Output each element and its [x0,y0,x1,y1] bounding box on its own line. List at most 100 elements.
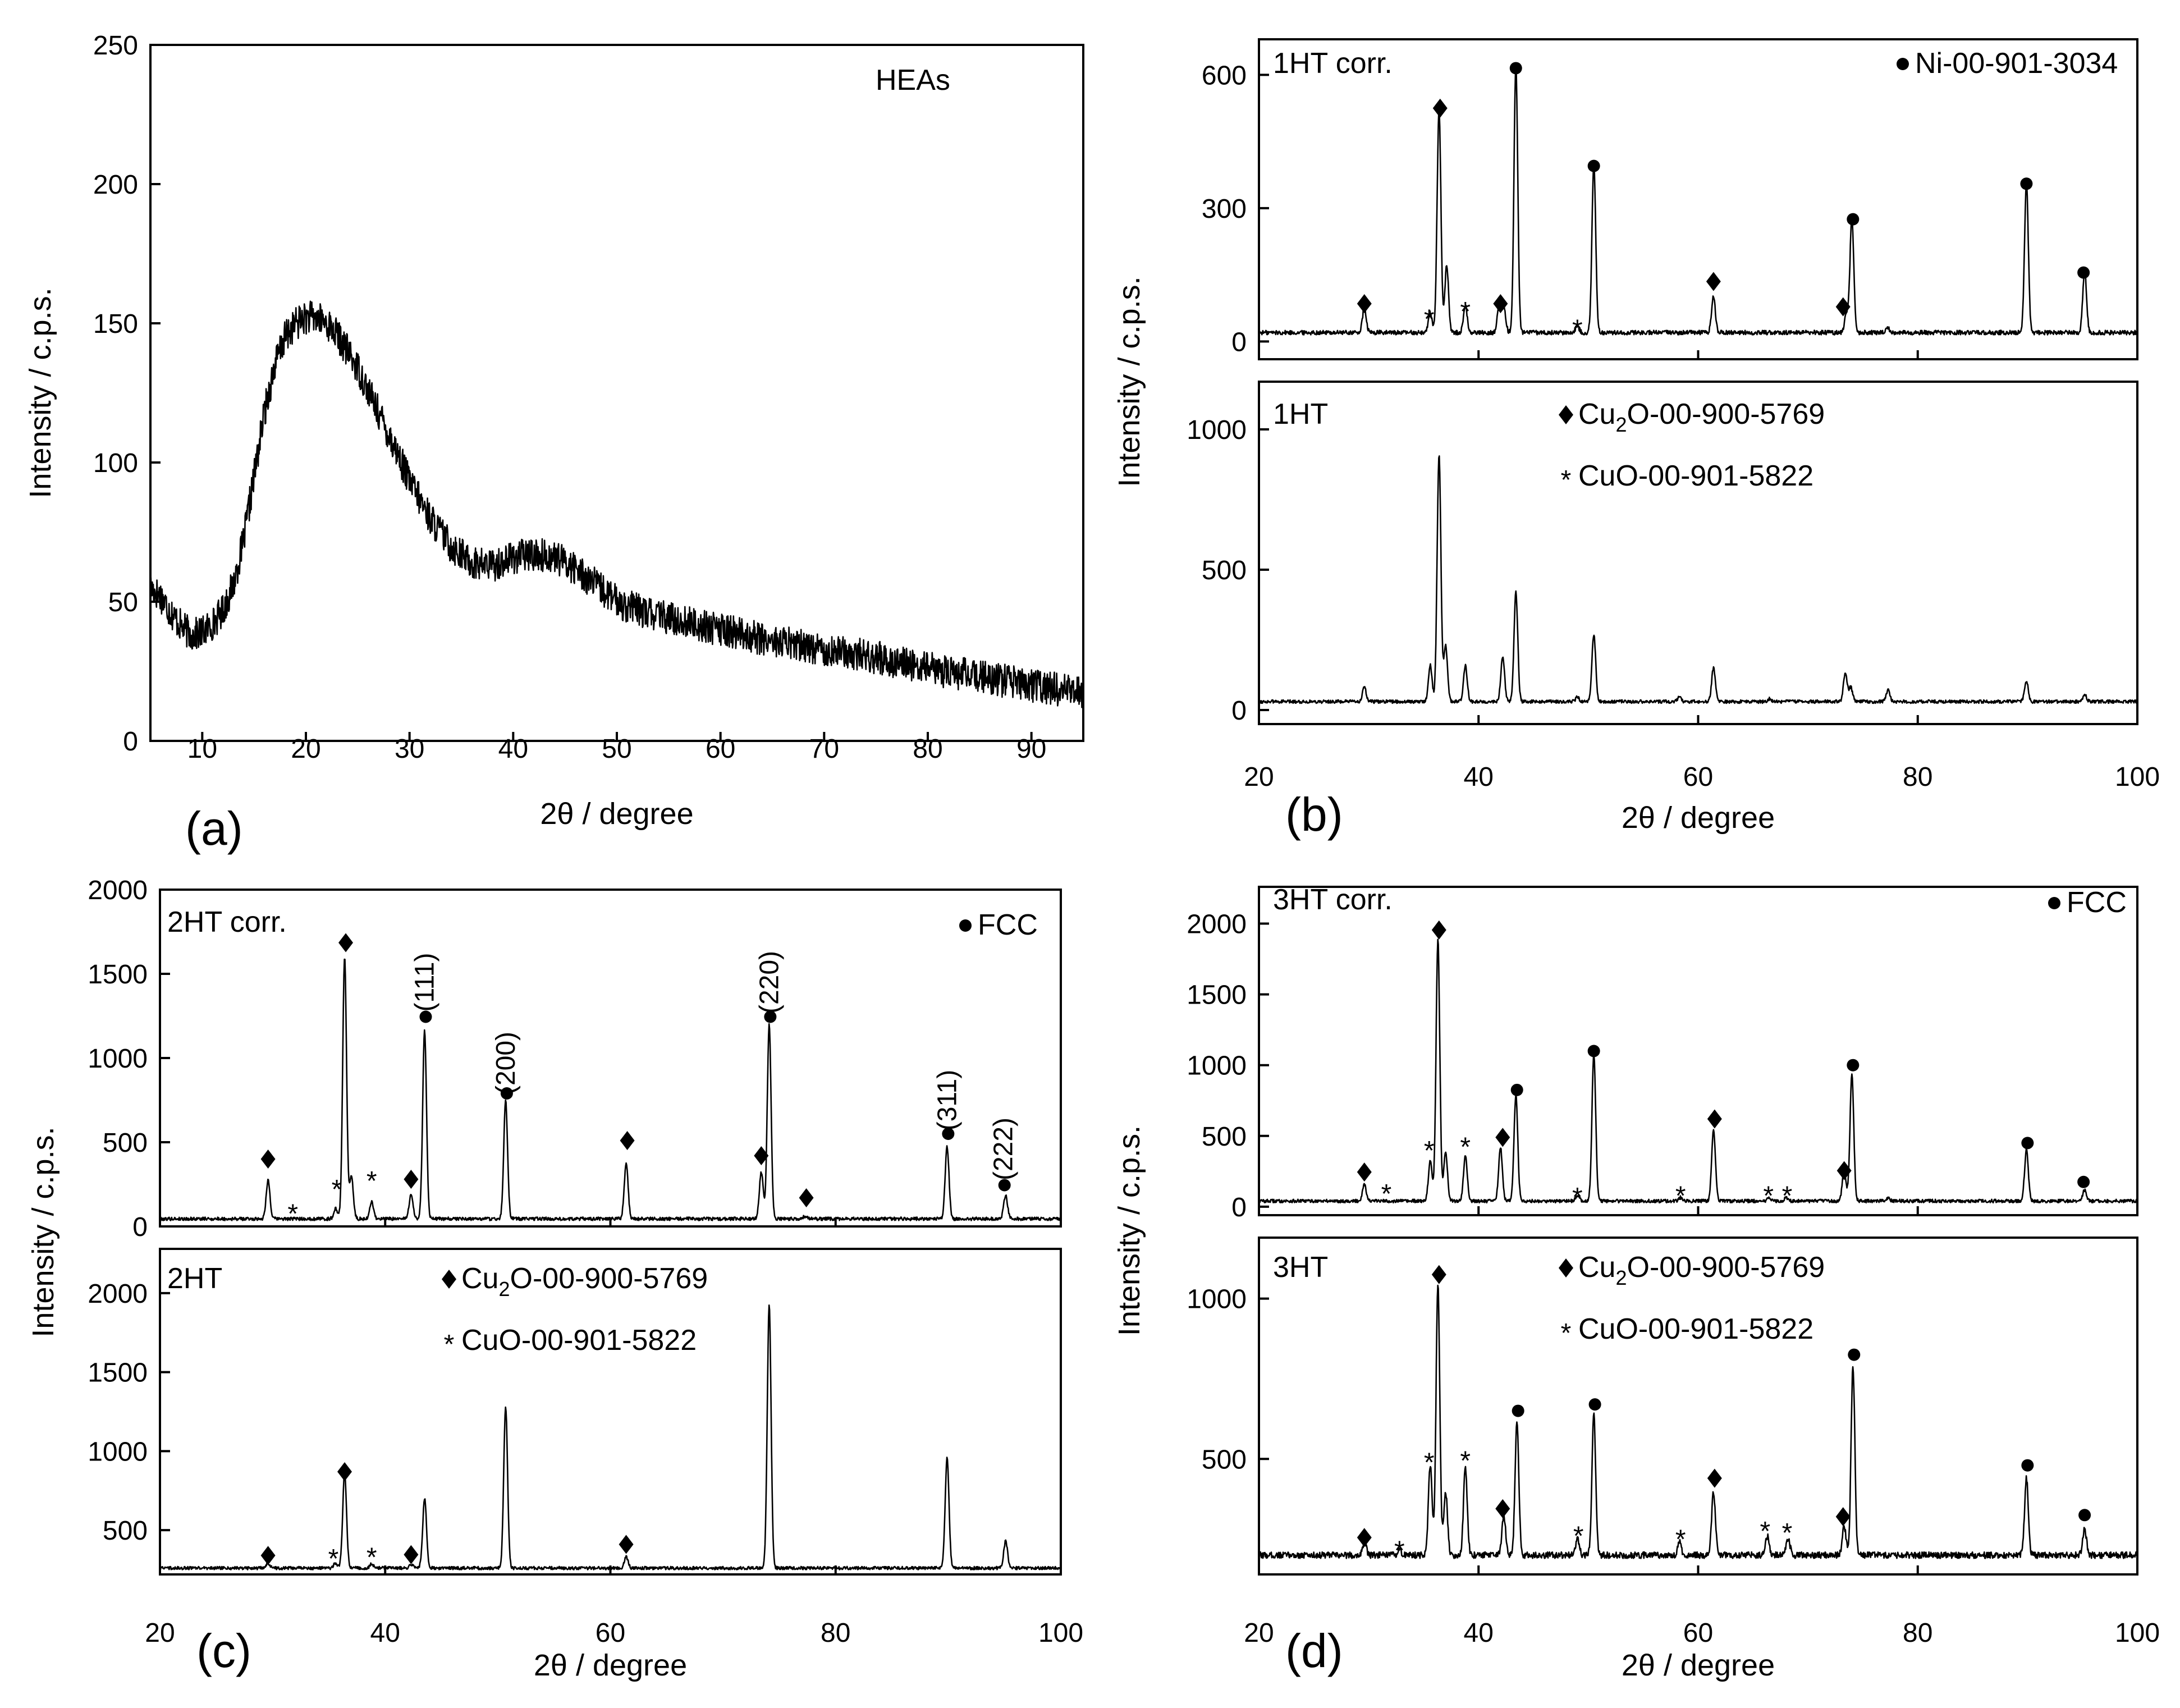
trace-line-c-top [160,958,1061,1221]
y-tick-label: 1000 [1187,1285,1247,1315]
x-tick-label: 90 [1016,734,1046,764]
x-axis-label: 2θ / degree [1622,801,1775,835]
legend-entry: Cu2O-00-900-5769 [461,1262,708,1301]
legend-asterisk-icon: * [1561,465,1572,495]
y-tick-label: 500 [1202,1122,1247,1152]
panel-d: 0 500 1000 1500 2000 3HT corr. * * * * * * * FCC 500 10… [1112,883,2160,1682]
asterisk-marker: * [328,1544,339,1574]
legend-entry: FCC [2067,886,2127,919]
asterisk-marker: * [1760,1517,1770,1546]
y-tick-label: 500 [1202,556,1247,585]
y-tick-label: 2000 [88,1279,148,1309]
subplot-title: 3HT [1273,1251,1328,1284]
circle-marker [1848,1348,1861,1361]
y-tick-label: 0 [1231,696,1247,726]
axes-frame-a-main [149,44,1084,742]
axes-frame-b-bottom [1258,381,2138,725]
y-tick-label: 500 [103,1128,148,1158]
legend-asterisk-icon: * [1561,1318,1572,1348]
diamond-marker [1495,1499,1510,1518]
legend-c-bottom: Cu2O-00-900-5769* CuO-00-901-5822 [442,1262,708,1359]
asterisk-marker: * [1572,315,1583,345]
panel-label: (a) [185,802,243,855]
asterisk-marker: * [1573,1522,1584,1551]
x-tick-label: 60 [1683,762,1713,792]
x-axis-label: 2θ / degree [1622,1649,1775,1682]
trace-line-a-main [150,300,1083,708]
subplot-a-main: 0 50 100 150 200 250 HEAs [93,31,1084,757]
asterisk-marker: * [332,1175,342,1205]
trace-line-d-bottom [1259,1284,2137,1559]
x-tick-label: 40 [1464,762,1494,792]
asterisk-marker: * [1675,1524,1686,1554]
circle-marker [1588,1398,1601,1411]
y-tick-label: 600 [1202,61,1247,90]
trace-line-b-bottom [1259,455,2137,704]
y-tick-label: 0 [1231,327,1247,357]
axes-frame-c-bottom [159,1248,1062,1576]
legend-entry: Ni-00-901-3034 [1915,47,2118,80]
circle-marker [942,1128,955,1140]
asterisk-marker: * [287,1199,298,1229]
circle-marker [1587,159,1600,172]
diamond-marker [1493,294,1508,314]
circle-marker [1510,1083,1523,1096]
x-tick-label: 80 [1903,1618,1932,1648]
hkl-label: (311) [932,1070,962,1131]
diamond-marker [1707,1109,1722,1129]
diamond-marker [404,1170,419,1189]
asterisk-marker: * [1572,1183,1583,1212]
diamond-marker [1431,920,1446,940]
circle-marker [500,1087,513,1100]
x-tick-label: 20 [291,734,320,764]
subplot-title: 2HT [167,1262,222,1295]
trace-line-d-top [1259,938,2137,1204]
diamond-marker [338,933,354,953]
y-tick-label: 1000 [1187,1051,1247,1081]
y-axis-label: Intensity / c.p.s. [1112,276,1146,487]
legend-diamond-icon [1559,1258,1573,1277]
x-tick-label: 20 [145,1618,175,1648]
y-axis-label: Intensity / c.p.s. [26,1127,60,1337]
diamond-marker [260,1546,276,1565]
diamond-marker [1835,1507,1851,1527]
x-tick-label: 20 [1244,762,1274,792]
x-tick-label: 40 [370,1618,400,1648]
circle-marker [2077,266,2090,279]
hkl-label: (111) [410,953,439,1012]
circle-marker [2078,1509,2091,1522]
asterisk-marker: * [1782,1182,1793,1211]
panel-a: 0 50 100 150 200 250 HEAs 10 20 30 40 50 60 70 80 90 2θ … [24,31,1084,855]
legend-entry: CuO-00-901-5822 [1578,460,1813,492]
circle-marker [1587,1045,1600,1057]
legend-entry: CuO-00-901-5822 [1578,1313,1813,1345]
diamond-marker [620,1131,635,1150]
diamond-marker [337,1462,352,1481]
asterisk-marker: * [1381,1179,1392,1209]
hkl-label: (200) [491,1032,521,1095]
legend-d-top: FCC [2048,886,2127,919]
diamond-marker [1357,294,1372,314]
y-axis-label: Intensity / c.p.s. [1112,1125,1146,1336]
panel-b: 0 300 600 1HT corr. * * * Ni-00-901-3034 0 500 100… [1112,38,2160,841]
y-tick-label: 500 [103,1516,148,1546]
y-tick-label: 1500 [88,960,148,990]
x-tick-label: 60 [1683,1618,1713,1648]
x-tick-label: 60 [596,1618,625,1648]
y-tick-label: 300 [1202,194,1247,224]
x-axis-label: 2θ / degree [534,1649,687,1682]
legend-diamond-icon [1559,405,1573,424]
diamond-marker [404,1545,419,1564]
diamond-marker [1357,1528,1372,1547]
x-tick-label: 50 [602,734,631,764]
y-tick-label: 2000 [1187,910,1247,940]
diamond-marker [1707,1468,1722,1488]
axes-frame-d-bottom [1258,1237,2138,1576]
x-tick-label: 80 [1903,762,1932,792]
y-axis-label: Intensity / c.p.s. [24,287,57,498]
diamond-marker [1706,272,1721,291]
subplot-title: 1HT [1273,398,1328,431]
